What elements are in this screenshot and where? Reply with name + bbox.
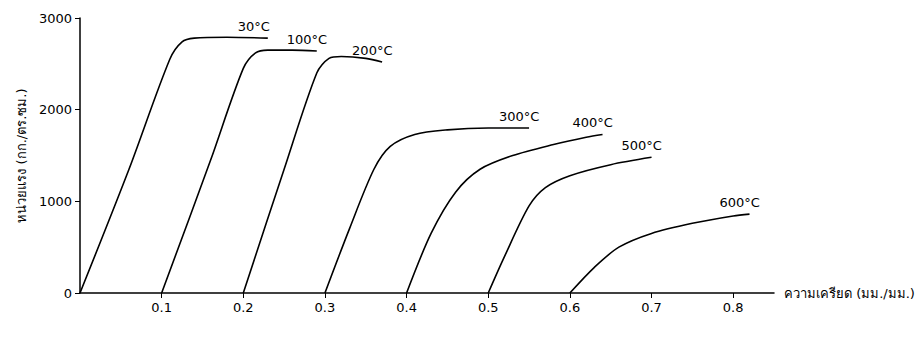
svg-text:200°C: 200°C [352,43,392,58]
svg-text:100°C: 100°C [287,32,327,47]
svg-text:0.1: 0.1 [151,300,172,315]
svg-text:30°C: 30°C [238,19,270,34]
svg-text:2000: 2000 [39,102,72,117]
svg-text:0.7: 0.7 [641,300,662,315]
svg-text:0.2: 0.2 [233,300,254,315]
svg-text:0.6: 0.6 [560,300,581,315]
svg-text:หน่วยแรง (กก./ตร.ซม.): หน่วยแรง (กก./ตร.ซม.) [14,88,29,222]
svg-text:3000: 3000 [39,11,72,26]
svg-text:0.3: 0.3 [315,300,336,315]
svg-text:0.5: 0.5 [478,300,499,315]
svg-text:0.4: 0.4 [396,300,417,315]
svg-text:600°C: 600°C [720,195,760,210]
svg-text:300°C: 300°C [499,109,539,124]
svg-text:500°C: 500°C [622,138,662,153]
svg-text:ความเครียด (มม./มม.): ความเครียด (มม./มม.) [784,286,915,301]
svg-text:400°C: 400°C [573,115,613,130]
svg-text:0.8: 0.8 [723,300,744,315]
svg-text:0: 0 [64,286,72,301]
svg-text:1000: 1000 [39,194,72,209]
